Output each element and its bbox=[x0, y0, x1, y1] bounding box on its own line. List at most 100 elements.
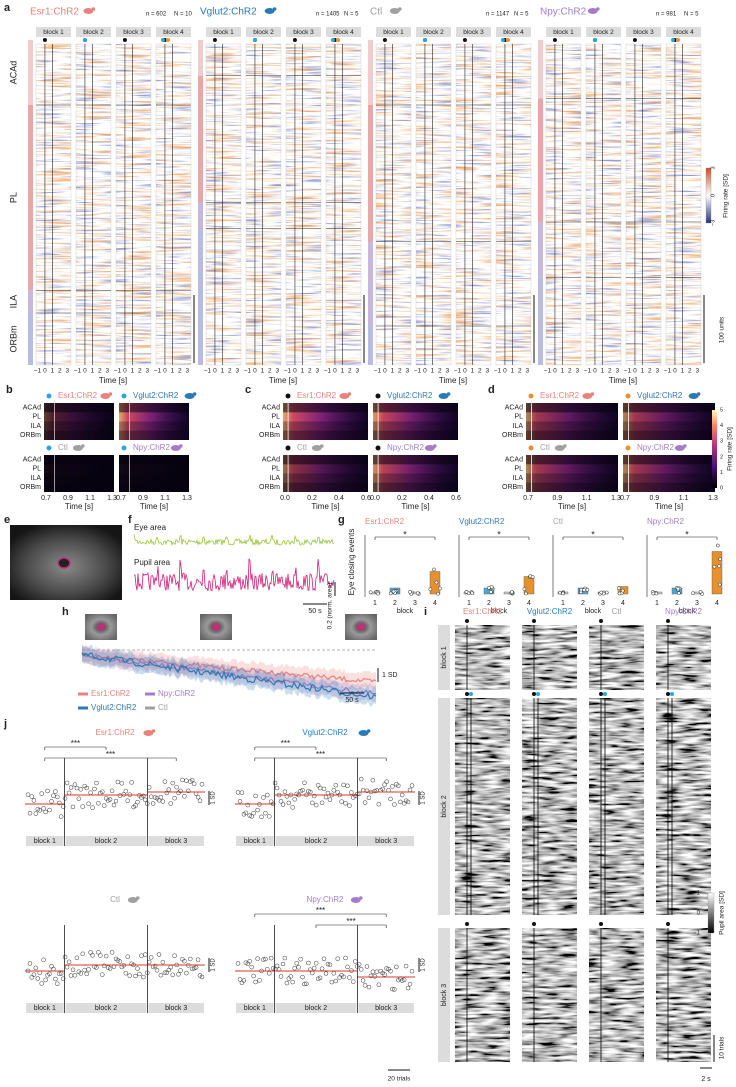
panel-label: c bbox=[245, 384, 251, 396]
data-point bbox=[408, 590, 412, 594]
x-tick-label: 3 bbox=[275, 368, 279, 375]
heatmap-negative bbox=[206, 44, 241, 365]
heatmap-negative bbox=[246, 44, 281, 365]
block-label: block 3 bbox=[633, 29, 654, 36]
stim-dot bbox=[330, 38, 335, 42]
x-tick-label: 4 bbox=[527, 600, 531, 607]
data-point bbox=[438, 586, 442, 591]
x-tick-label: 0.2 bbox=[397, 495, 407, 502]
data-point bbox=[360, 978, 366, 983]
heatmap-title: Ctl bbox=[58, 443, 68, 452]
block-tag bbox=[275, 836, 357, 846]
data-point bbox=[510, 590, 514, 594]
data-point bbox=[311, 793, 317, 799]
mouse-icon bbox=[683, 444, 687, 448]
data-point bbox=[280, 961, 286, 967]
significance: *** bbox=[316, 750, 325, 759]
mouse-icon bbox=[582, 393, 593, 399]
data-point bbox=[282, 955, 288, 961]
x-tick-label: 2 bbox=[178, 368, 182, 375]
data-point bbox=[160, 799, 166, 804]
data-point bbox=[80, 804, 85, 809]
data-point bbox=[489, 590, 493, 594]
region-strip bbox=[368, 105, 373, 242]
data-point bbox=[33, 811, 39, 816]
trace-label: Eye area bbox=[134, 523, 167, 532]
heatmap-row bbox=[526, 412, 618, 422]
heatmap-negative bbox=[546, 44, 581, 365]
heatmap-row bbox=[623, 464, 715, 474]
data-point bbox=[143, 952, 148, 957]
data-point bbox=[390, 986, 395, 992]
data-point bbox=[347, 803, 352, 808]
colorbar bbox=[705, 167, 712, 224]
stim-dot bbox=[252, 38, 257, 42]
data-point bbox=[327, 797, 333, 802]
heatmap-row bbox=[526, 403, 618, 413]
block-tag bbox=[586, 27, 621, 37]
data-point bbox=[195, 957, 201, 962]
x-tick-label: 1.1 bbox=[160, 495, 170, 502]
heatmap-row bbox=[373, 430, 458, 440]
data-point bbox=[47, 971, 52, 977]
colorbar-tick: 1 bbox=[697, 891, 701, 897]
panel-label: d bbox=[488, 384, 495, 396]
data-point bbox=[125, 954, 130, 959]
data-point bbox=[68, 785, 74, 790]
stim-dot bbox=[670, 692, 674, 696]
data-point bbox=[343, 801, 348, 806]
heatmap-row bbox=[526, 473, 618, 483]
mouse-icon bbox=[433, 444, 437, 448]
plot-title: Ctl bbox=[553, 517, 563, 526]
heatmap-row bbox=[623, 421, 715, 431]
data-point bbox=[115, 779, 121, 785]
x-tick-label: 1.3 bbox=[708, 495, 718, 502]
block-tag bbox=[286, 27, 321, 37]
region-strip bbox=[368, 326, 373, 365]
data-point bbox=[170, 972, 175, 978]
stim-dot bbox=[375, 445, 381, 451]
x-axis-label: Time [s] bbox=[439, 376, 467, 385]
x-tick-label: −1 bbox=[114, 368, 122, 375]
animal-count: N = 5 bbox=[344, 12, 359, 18]
region-label: PL bbox=[8, 192, 18, 203]
region-label: ILA bbox=[269, 423, 280, 430]
x-tick-label: 0.9 bbox=[552, 495, 562, 502]
heatmap-negative bbox=[156, 44, 191, 365]
heatmap-row bbox=[283, 482, 368, 492]
data-point bbox=[415, 591, 420, 596]
data-point bbox=[160, 959, 166, 965]
panel-label: e bbox=[4, 514, 10, 526]
stim-dot bbox=[292, 38, 297, 42]
data-point bbox=[123, 788, 129, 794]
box bbox=[711, 551, 723, 595]
data-point bbox=[150, 801, 156, 806]
heatmap-negative bbox=[456, 44, 491, 365]
heatmap-row bbox=[526, 430, 618, 440]
eye-trace bbox=[133, 534, 335, 547]
colorbar-tick: 3 bbox=[720, 439, 723, 445]
data-point bbox=[391, 589, 396, 594]
block-label: block 1 bbox=[553, 29, 574, 36]
colorbar-tick: 3 bbox=[710, 166, 716, 169]
block-tag bbox=[236, 1003, 274, 1013]
data-point bbox=[407, 787, 413, 793]
data-point bbox=[60, 976, 66, 981]
colorbar-tick: 5 bbox=[720, 407, 723, 413]
data-point bbox=[25, 792, 31, 797]
column-title: Ctl bbox=[612, 607, 622, 616]
group-title: Npy:ChR2 bbox=[540, 7, 587, 18]
significance: * bbox=[497, 529, 501, 539]
region-strip bbox=[368, 40, 373, 105]
block-label: block 3 bbox=[463, 29, 484, 36]
pupil-heatmap bbox=[656, 625, 711, 690]
region-label: PL bbox=[32, 466, 41, 473]
data-point bbox=[333, 978, 339, 984]
heatmap-title: Vglut2:ChR2 bbox=[133, 391, 179, 400]
data-point bbox=[84, 971, 89, 977]
region-label: PL bbox=[514, 414, 523, 421]
x-tick-label: 3 bbox=[315, 368, 319, 375]
data-point bbox=[296, 965, 301, 970]
heatmap-row bbox=[119, 464, 189, 474]
data-point bbox=[311, 965, 317, 971]
